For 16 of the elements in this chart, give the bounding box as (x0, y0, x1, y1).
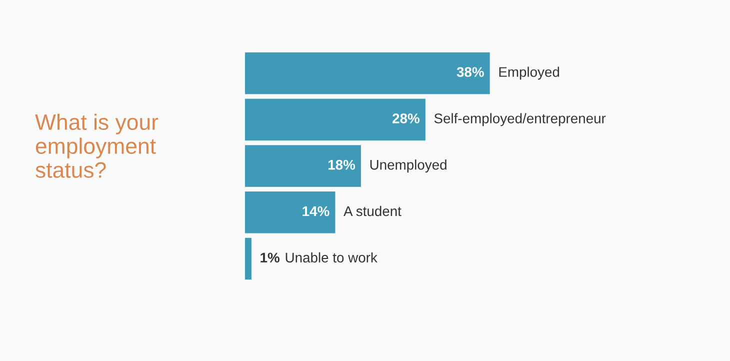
data-label: 14% (302, 206, 330, 216)
data-label: 28% (392, 113, 420, 124)
y-tick-label: Self-employed/entrepreneur (434, 113, 606, 126)
y-tick-label: A student (344, 206, 402, 216)
text: What is your employment status? (35, 114, 158, 178)
data-label: 1% (260, 252, 280, 262)
bar (245, 145, 361, 187)
data-label: 38% (456, 67, 484, 77)
bar (245, 52, 490, 94)
bar (245, 238, 252, 280)
y-tick-label: Unable to work (286, 252, 378, 263)
y-tick-label: Unemployed (370, 160, 446, 172)
y-tick-label: Employed (499, 66, 560, 80)
bar (245, 98, 426, 140)
data-label: 18% (328, 160, 356, 170)
bar (245, 192, 336, 234)
